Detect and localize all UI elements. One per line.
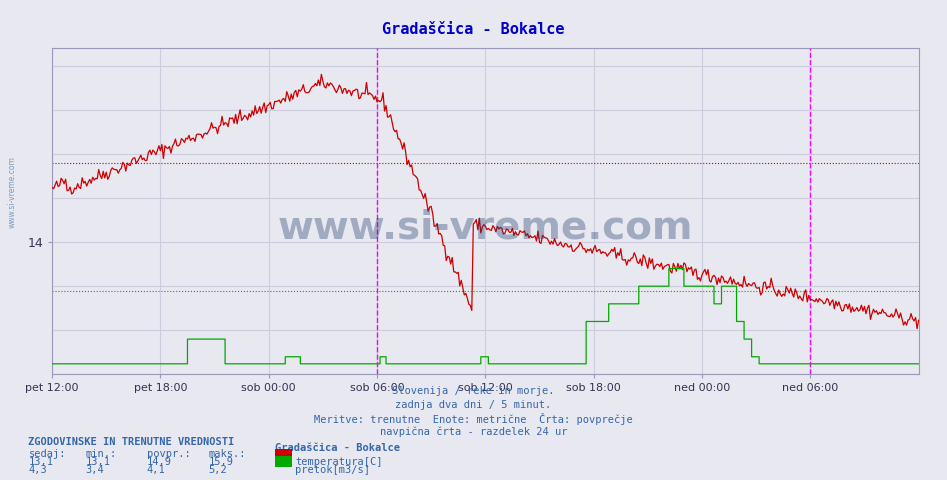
Text: 3,4: 3,4 bbox=[85, 465, 104, 475]
Text: Slovenija / reke in morje.: Slovenija / reke in morje. bbox=[392, 386, 555, 396]
Text: temperatura[C]: temperatura[C] bbox=[295, 457, 383, 467]
Text: 13,1: 13,1 bbox=[28, 457, 53, 467]
Text: 15,9: 15,9 bbox=[208, 457, 233, 467]
Text: navpična črta - razdelek 24 ur: navpična črta - razdelek 24 ur bbox=[380, 427, 567, 437]
Text: www.si-vreme.com: www.si-vreme.com bbox=[277, 208, 693, 247]
Text: 13,1: 13,1 bbox=[85, 457, 110, 467]
Text: Gradaščica - Bokalce: Gradaščica - Bokalce bbox=[383, 22, 564, 36]
Text: 5,2: 5,2 bbox=[208, 465, 227, 475]
Text: 4,1: 4,1 bbox=[147, 465, 166, 475]
Text: Meritve: trenutne  Enote: metrične  Črta: povprečje: Meritve: trenutne Enote: metrične Črta: … bbox=[314, 413, 633, 425]
Text: zadnja dva dni / 5 minut.: zadnja dva dni / 5 minut. bbox=[396, 400, 551, 410]
Text: povpr.:: povpr.: bbox=[147, 449, 190, 459]
Text: min.:: min.: bbox=[85, 449, 116, 459]
Text: www.si-vreme.com: www.si-vreme.com bbox=[8, 156, 17, 228]
Text: sedaj:: sedaj: bbox=[28, 449, 66, 459]
Text: 4,3: 4,3 bbox=[28, 465, 47, 475]
Text: Gradaščica - Bokalce: Gradaščica - Bokalce bbox=[275, 443, 400, 453]
Text: pretok[m3/s]: pretok[m3/s] bbox=[295, 465, 370, 475]
Text: maks.:: maks.: bbox=[208, 449, 246, 459]
Text: 14,9: 14,9 bbox=[147, 457, 171, 467]
Text: ZGODOVINSKE IN TRENUTNE VREDNOSTI: ZGODOVINSKE IN TRENUTNE VREDNOSTI bbox=[28, 437, 235, 447]
